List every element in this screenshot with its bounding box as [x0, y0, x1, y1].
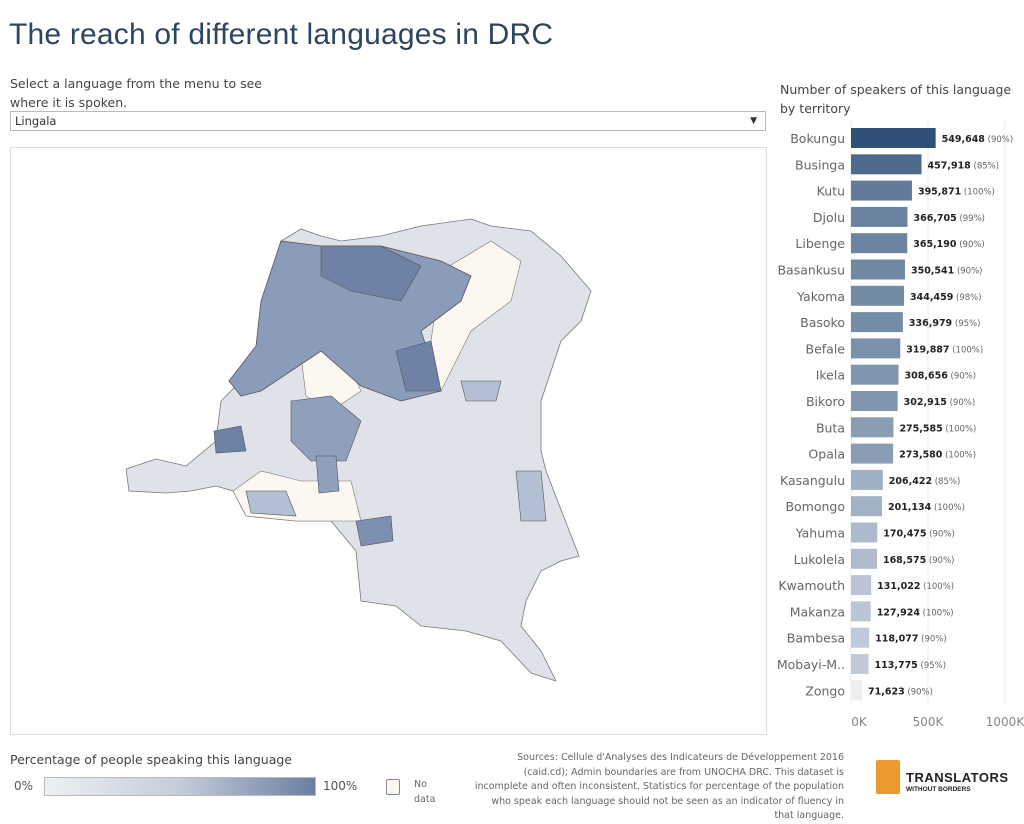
legend-title: Percentage of people speaking this langu… — [10, 752, 292, 767]
logo-subtitle: WITHOUT BORDERS — [906, 786, 971, 793]
bar[interactable] — [851, 154, 922, 175]
bar-category-label: Bokungu — [790, 131, 845, 146]
bar-chart: 0K 500K 1000K Bokungu 549,648 (90%) Businga 45… — [777, 120, 1024, 729]
bar-value-label: 365,190 (90%) — [913, 239, 985, 250]
bar-value-label: 127,924 (100%) — [877, 607, 954, 618]
legend-gradient — [44, 777, 316, 796]
bar[interactable] — [851, 180, 912, 201]
bar-category-label: Bikoro — [806, 394, 845, 409]
bar-category-label: Basoko — [800, 315, 845, 330]
bar[interactable] — [851, 259, 905, 280]
bar[interactable] — [851, 285, 905, 306]
bar[interactable] — [851, 128, 936, 148]
dropdown-prompt: Select a language from the menu to see w… — [10, 76, 262, 110]
map-region-mid-1[interactable] — [290, 395, 362, 462]
bar[interactable] — [851, 680, 863, 701]
bar-category-label: Kutu — [817, 184, 845, 199]
legend-min-label: 0% — [14, 779, 34, 793]
bar-category-label: Kasangulu — [780, 473, 845, 488]
bar-category-label: Bomongo — [785, 499, 845, 514]
bar-value-label: 457,918 (85%) — [928, 160, 1000, 171]
bar-value-label: 344,459 (98%) — [910, 292, 982, 303]
page-title: The reach of different languages in DRC — [9, 18, 554, 51]
bar[interactable] — [851, 417, 894, 438]
bar-value-label: 273,580 (100%) — [899, 450, 976, 461]
bar-value-label: 131,022 (100%) — [877, 581, 954, 592]
bar-category-label: Djolu — [813, 210, 845, 225]
legend-max-label: 100% — [323, 779, 358, 793]
bar-category-label: Opala — [808, 447, 845, 462]
bar[interactable] — [851, 548, 877, 569]
bar-value-label: 336,979 (95%) — [909, 318, 981, 329]
dropdown-value: Lingala — [15, 114, 57, 128]
bar[interactable] — [851, 496, 882, 517]
map-panel[interactable] — [10, 147, 767, 735]
bar-category-label: Yahuma — [795, 526, 845, 541]
chevron-down-icon[interactable]: ▼ — [750, 116, 757, 126]
bar[interactable] — [851, 233, 908, 254]
bar-value-label: 201,134 (100%) — [888, 502, 965, 513]
bar[interactable] — [851, 443, 894, 464]
bar[interactable] — [851, 522, 878, 543]
map-region-dark-1[interactable] — [320, 245, 422, 302]
language-dropdown[interactable]: Lingala ▼ — [10, 111, 766, 131]
bar-value-label: 395,871 (100%) — [918, 187, 995, 198]
bar[interactable] — [851, 627, 870, 648]
map-region-dark-2[interactable] — [395, 340, 442, 392]
x-tick-label: 500K — [913, 715, 945, 729]
logo-name: TRANSLATORS — [906, 770, 1009, 785]
bar-category-label: Libenge — [795, 236, 845, 251]
bar-value-label: 170,475 (90%) — [883, 529, 955, 540]
bar-value-label: 275,585 (100%) — [899, 423, 976, 434]
bar-value-label: 549,648 (90%) — [942, 134, 1014, 145]
bar-value-label: 168,575 (90%) — [883, 555, 955, 566]
bar-category-label: Makanza — [790, 604, 845, 619]
bar-category-label: Businga — [795, 157, 845, 172]
no-data-swatch — [386, 779, 400, 795]
map-region-mid-3[interactable] — [355, 515, 394, 547]
bar-category-label: Bambesa — [787, 631, 845, 646]
bar[interactable] — [851, 601, 871, 622]
x-tick-label: 0K — [851, 715, 868, 729]
bar-category-label: Befale — [806, 341, 846, 356]
bar-value-label: 113,775 (95%) — [875, 660, 947, 671]
bar-value-label: 366,705 (99%) — [913, 213, 985, 224]
bar[interactable] — [851, 338, 901, 359]
map-region-dark-3[interactable] — [213, 425, 247, 454]
bar-category-label: Basankusu — [777, 263, 845, 278]
bar[interactable] — [851, 575, 872, 596]
bar[interactable] — [851, 206, 908, 227]
translators-logo-icon — [876, 760, 900, 794]
bar-value-label: 350,541 (90%) — [911, 266, 983, 277]
bar[interactable] — [851, 364, 899, 385]
bar-value-label: 319,887 (100%) — [906, 344, 983, 355]
map-region-light-3[interactable] — [460, 380, 502, 402]
bar-category-label: Buta — [816, 420, 845, 435]
bar[interactable] — [851, 391, 898, 411]
map-region-light-2[interactable] — [515, 470, 547, 522]
bar-category-label: Zongo — [805, 683, 845, 698]
x-tick-label: 1000K — [986, 715, 1024, 729]
bar-category-label: Mobayi-M.. — [777, 657, 845, 672]
bar-value-label: 308,656 (90%) — [905, 371, 977, 382]
map-region-light-1[interactable] — [245, 490, 297, 517]
no-data-label: No data — [414, 779, 436, 805]
drc-map[interactable] — [11, 148, 766, 734]
bar-value-label: 206,422 (85%) — [889, 476, 961, 487]
bar[interactable] — [851, 654, 869, 674]
bar-category-label: Yakoma — [796, 289, 845, 304]
bar[interactable] — [851, 312, 903, 333]
bar-value-label: 302,915 (90%) — [904, 397, 976, 408]
bar-value-label: 118,077 (90%) — [875, 634, 947, 645]
bar-category-label: Lukolela — [794, 552, 845, 567]
bar[interactable] — [851, 469, 883, 490]
bar-chart-title: Number of speakers of this language by t… — [780, 82, 1012, 116]
bar-category-label: Kwamouth — [778, 578, 845, 593]
sources-note: Sources: Cellule d'Analyses des Indicate… — [474, 752, 844, 822]
bar-category-label: Ikela — [816, 368, 845, 383]
bar-value-label: 71,623 (90%) — [868, 686, 933, 697]
map-region-mid-2[interactable] — [315, 455, 340, 494]
